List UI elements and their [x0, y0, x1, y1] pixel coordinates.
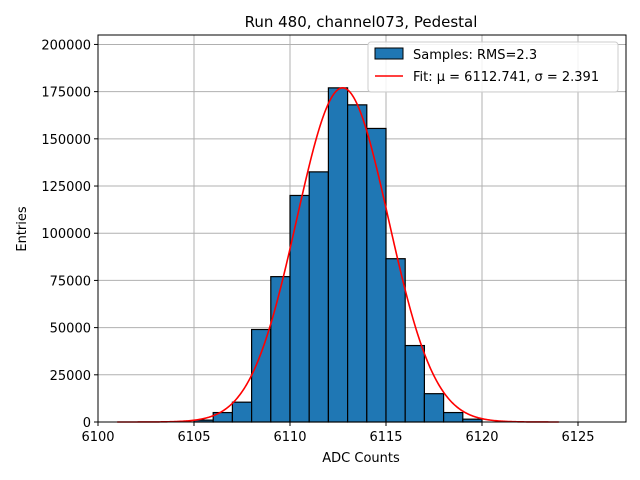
legend-label-samples: Samples: RMS=2.3: [413, 48, 537, 63]
x-axis-ticks: 6100 6105 6110 6115 6120 6125: [81, 422, 595, 445]
x-tick-label: 6115: [369, 430, 402, 445]
legend-label-fit: Fit: μ = 6112.741, σ = 2.391: [413, 70, 599, 85]
x-tick-label: 6125: [561, 430, 594, 445]
y-tick-label: 150000: [41, 133, 91, 148]
legend-swatch-samples: [374, 47, 404, 60]
histogram-bar: [327, 87, 349, 423]
y-tick-label: 125000: [41, 180, 91, 195]
y-tick-label: 50000: [50, 322, 91, 337]
x-tick-label: 6110: [273, 430, 306, 445]
x-tick-label: 6120: [465, 430, 498, 445]
x-tick-label: 6105: [177, 430, 210, 445]
histogram-bars: [193, 87, 483, 423]
histogram-bar: [251, 328, 272, 423]
histogram-bar: [366, 127, 387, 423]
y-tick-label: 25000: [50, 369, 91, 384]
y-axis-ticks: 0 25000 50000 75000 100000 125000 150000 175000…: [41, 38, 98, 431]
histogram-bar: [347, 104, 368, 423]
x-axis-label: ADC Counts: [322, 451, 400, 466]
histogram-bar: [443, 411, 464, 423]
fit-curve: [117, 87, 559, 423]
y-tick-label: 75000: [50, 274, 91, 289]
histogram-bar: [404, 344, 426, 423]
histogram-bar: [270, 276, 291, 423]
y-tick-label: 0: [83, 416, 91, 431]
chart-title: Run 480, channel073, Pedestal: [245, 13, 478, 31]
y-tick-label: 175000: [41, 86, 91, 101]
histogram-bar: [385, 258, 406, 423]
y-tick-label: 200000: [41, 38, 91, 53]
histogram-bar: [423, 393, 445, 423]
histogram-bar: [231, 401, 253, 423]
plot-frame: [97, 34, 627, 423]
histogram-bar: [308, 171, 330, 423]
y-tick-label: 100000: [41, 227, 91, 242]
y-axis-label: Entries: [15, 206, 30, 252]
x-tick-label: 6100: [81, 430, 114, 445]
legend: Samples: RMS=2.3 Fit: μ = 6112.741, σ = …: [367, 41, 619, 93]
histogram-bar: [289, 194, 310, 423]
legend-box: [367, 41, 619, 93]
